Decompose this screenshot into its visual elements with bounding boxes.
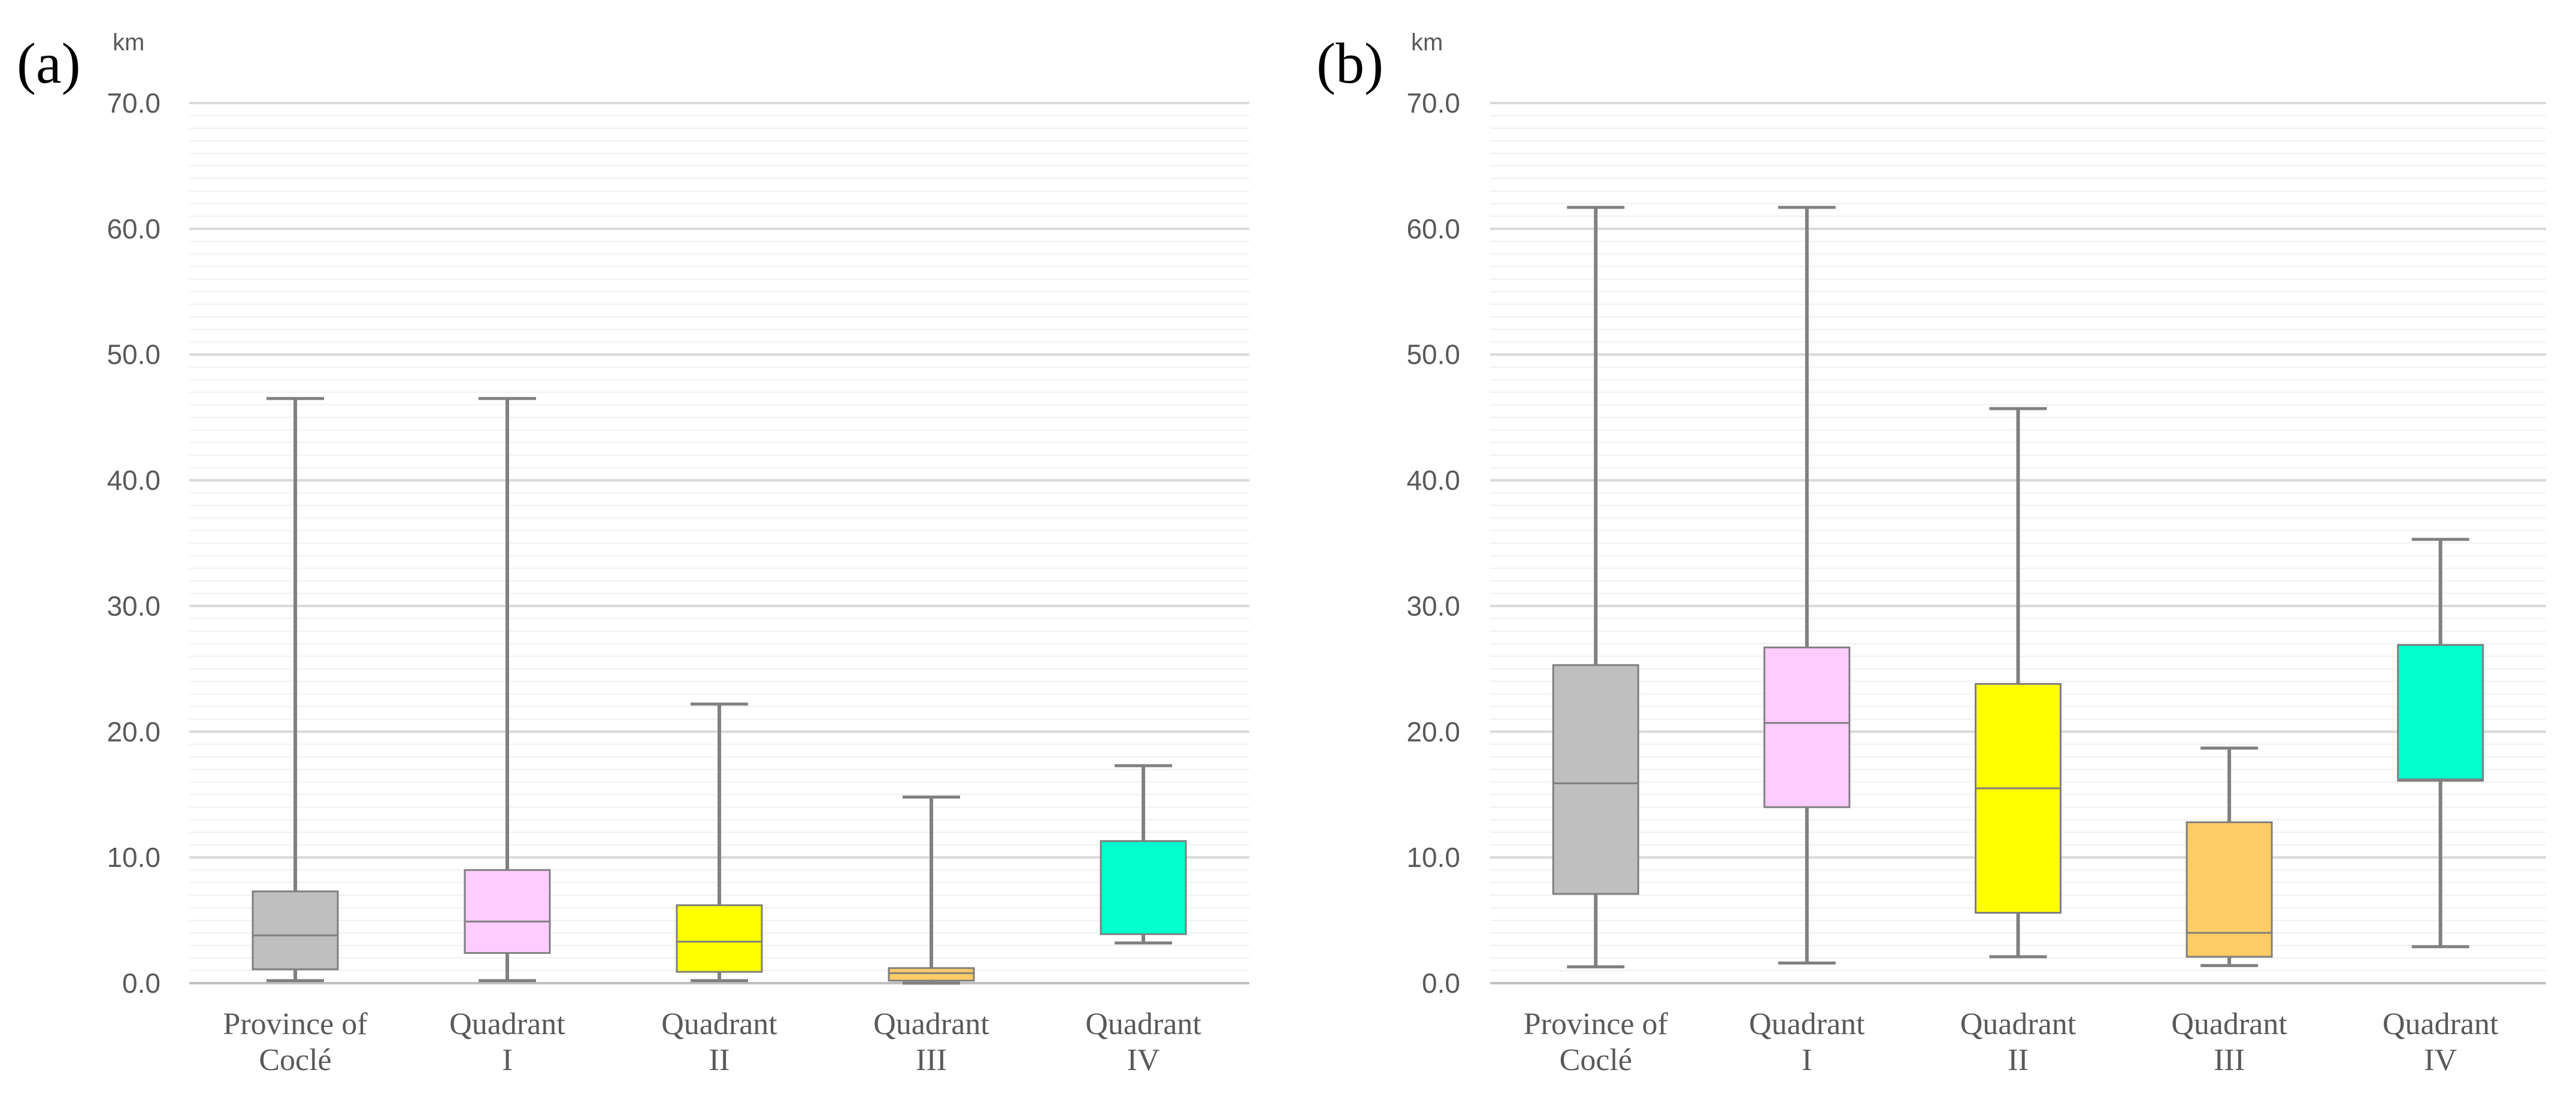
iqr-box	[676, 904, 763, 973]
y-tick-label: 70.0	[1406, 87, 1460, 119]
y-tick-label: 30.0	[1406, 590, 1460, 621]
panel-b: 0.0 10.0 20.0 30.0 40.0 50.0 60.0 70.0 (b) km Prov…	[1316, 29, 2546, 1077]
x-category-label: Quadrant	[1960, 1007, 2076, 1041]
x-category-label: Coclé	[259, 1043, 331, 1077]
iqr-box	[1552, 664, 1639, 895]
y-tick-label: 60.0	[107, 213, 161, 244]
y-tick-label: 0.0	[1422, 968, 1460, 999]
x-category-label: I	[1802, 1043, 1812, 1077]
box-0	[1552, 206, 1639, 969]
box-4	[2397, 537, 2484, 948]
iqr-box	[464, 869, 551, 954]
iqr-box	[252, 890, 339, 971]
x-category-label: IV	[1127, 1043, 1160, 1077]
panel-label: (b)	[1316, 31, 1384, 95]
box-1	[1763, 206, 1851, 965]
box-0	[252, 397, 339, 983]
panel-label: (a)	[17, 31, 81, 95]
iqr-box	[888, 967, 975, 982]
x-category-label: I	[502, 1043, 512, 1077]
x-category-label: III	[916, 1043, 947, 1077]
x-category-label: Quadrant	[1749, 1007, 1865, 1041]
x-category-label: Province of	[1524, 1007, 1669, 1041]
y-tick-label: 40.0	[107, 465, 161, 496]
y-tick-label: 10.0	[107, 842, 161, 873]
x-category-label: Quadrant	[449, 1007, 565, 1041]
x-category-label: Quadrant	[1085, 1007, 1201, 1041]
iqr-box	[2185, 821, 2273, 958]
box-2	[676, 702, 763, 983]
x-category-label: Quadrant	[661, 1007, 777, 1041]
x-category-label: Quadrant	[2383, 1007, 2499, 1041]
panel-a: 0.0 10.0 20.0 30.0 40.0 50.0 60.0 70.0 (a) km Prov…	[17, 29, 1249, 1077]
y-tick-label: 40.0	[1406, 465, 1460, 496]
box-4	[1100, 764, 1187, 945]
y-tick-label: 0.0	[122, 968, 161, 999]
y-tick-label: 70.0	[107, 87, 161, 119]
x-category-label: Quadrant	[873, 1007, 989, 1041]
x-category-label: Province of	[223, 1007, 368, 1041]
y-tick-label: 10.0	[1406, 842, 1460, 873]
box-2	[1975, 407, 2062, 959]
y-tick-label: 20.0	[107, 716, 161, 747]
iqr-box	[2397, 643, 2484, 782]
y-tick-label: 20.0	[1406, 716, 1460, 747]
x-category-label: III	[2214, 1043, 2245, 1077]
x-category-label: II	[709, 1043, 730, 1077]
x-category-label: Quadrant	[2171, 1007, 2287, 1041]
iqr-box	[1763, 646, 1851, 808]
box-3	[2185, 747, 2273, 968]
iqr-box	[1975, 683, 2062, 914]
y-tick-label: 60.0	[1406, 213, 1460, 244]
y-tick-label: 50.0	[107, 339, 161, 370]
x-category-label: IV	[2424, 1043, 2457, 1077]
iqr-box	[1100, 840, 1187, 935]
box-1	[464, 397, 551, 983]
box-3	[888, 795, 975, 985]
x-category-label: Coclé	[1560, 1043, 1632, 1077]
y-axis-unit: km	[1411, 29, 1443, 56]
y-axis-unit: km	[113, 29, 144, 56]
y-tick-label: 30.0	[107, 590, 161, 621]
y-tick-label: 50.0	[1406, 339, 1460, 370]
x-category-label: II	[2008, 1043, 2029, 1077]
